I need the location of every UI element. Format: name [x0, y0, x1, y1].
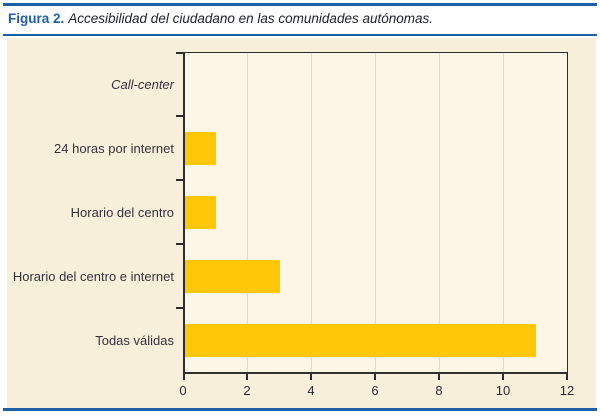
x-tick-label: 0 — [179, 383, 187, 398]
x-axis-tick — [502, 374, 504, 380]
figure-title: Accesibilidad del ciudadano en las comun… — [68, 11, 434, 26]
y-axis-tick — [176, 179, 183, 181]
figure-label: Figura 2. — [8, 11, 65, 26]
y-axis-tick — [176, 243, 183, 245]
category-label: 24 horas por internet — [54, 140, 174, 156]
x-axis-tick — [438, 374, 440, 380]
gridline — [311, 53, 312, 372]
x-axis-tick — [374, 374, 376, 380]
bar — [184, 196, 216, 229]
x-tick-label: 12 — [559, 383, 575, 398]
x-tick-label: 10 — [495, 383, 511, 398]
chart-panel: Call-center 24 horas por internet Horario … — [7, 38, 596, 408]
category-label: Call-center — [111, 76, 174, 92]
x-axis-line — [183, 372, 568, 374]
category-label: Horario del centro — [70, 204, 174, 220]
x-axis-tick — [246, 374, 248, 380]
x-axis-tick — [310, 374, 312, 380]
plot-area: 0 2 4 6 8 10 12 — [176, 52, 574, 398]
y-axis-tick — [176, 52, 183, 54]
caption-divider-rule — [3, 34, 597, 36]
y-axis-line — [183, 52, 185, 374]
y-axis-tick — [176, 307, 183, 309]
x-tick-label: 2 — [243, 383, 251, 398]
gridline — [439, 53, 440, 372]
x-tick-label: 6 — [371, 383, 379, 398]
x-axis-tick — [183, 374, 185, 380]
category-axis-labels: Call-center 24 horas por internet Horario … — [7, 52, 174, 372]
x-tick-label: 8 — [435, 383, 443, 398]
figure-caption: Figura 2. Accesibilidad del ciudadano en … — [8, 11, 433, 26]
bar — [184, 260, 280, 293]
plot-border-top — [183, 52, 568, 53]
gridline — [375, 53, 376, 372]
top-rule — [3, 3, 597, 6]
bottom-rule — [3, 408, 597, 411]
y-axis-tick — [176, 115, 183, 117]
category-label: Todas válidas — [95, 332, 174, 348]
bar — [184, 132, 216, 165]
plot-border-right — [567, 52, 568, 373]
gridline — [247, 53, 248, 372]
category-label: Horario del centro e internet — [12, 268, 174, 284]
gridline — [503, 53, 504, 372]
bar — [184, 324, 536, 357]
x-tick-label: 4 — [307, 383, 315, 398]
x-axis-tick — [566, 374, 568, 380]
